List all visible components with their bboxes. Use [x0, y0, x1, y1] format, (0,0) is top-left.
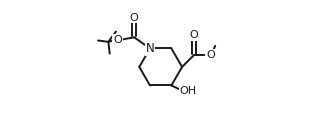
Text: N: N	[146, 42, 154, 55]
Text: OH: OH	[180, 86, 197, 96]
Text: O: O	[189, 30, 198, 40]
Text: O: O	[206, 50, 215, 60]
Text: O: O	[130, 13, 139, 23]
Text: O: O	[113, 35, 122, 45]
